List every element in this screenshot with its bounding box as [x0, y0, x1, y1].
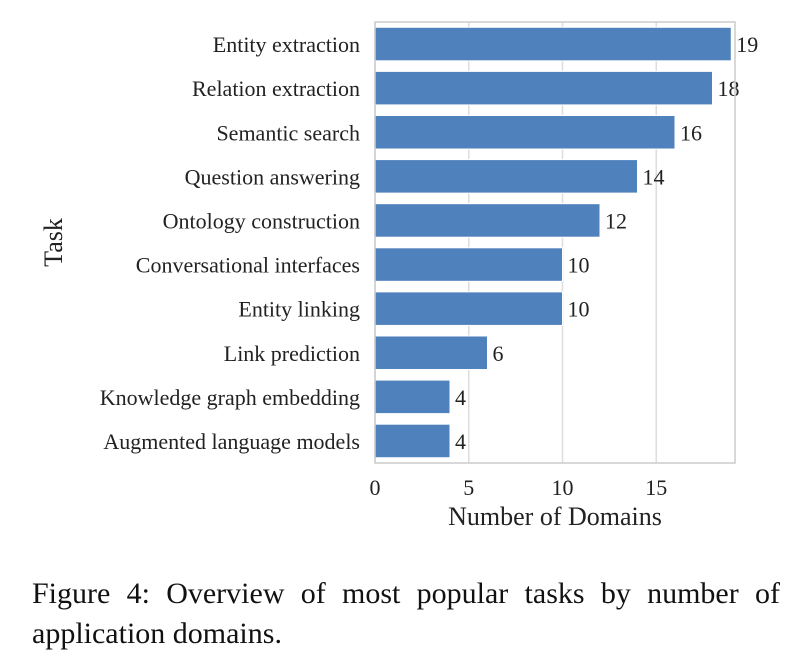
- value-labels: 19 18 16 14 12 10 10 6 4 4: [455, 32, 758, 454]
- figure-caption: Figure 4: Overview of most popular tasks…: [32, 577, 780, 650]
- bar-value-label: 4: [455, 385, 466, 410]
- y-axis-label: Task: [39, 218, 68, 267]
- x-tick-label: 15: [645, 475, 667, 500]
- category-label: Entity linking: [238, 297, 360, 322]
- x-tick-label: 5: [463, 475, 474, 500]
- bar-value-label: 12: [605, 208, 627, 233]
- category-label: Link prediction: [224, 341, 360, 366]
- bar-value-label: 10: [568, 253, 590, 278]
- bar: [374, 203, 601, 238]
- bar: [374, 379, 451, 415]
- category-label: Ontology construction: [163, 208, 360, 233]
- category-label: Augmented language models: [103, 429, 360, 454]
- bar: [374, 26, 732, 62]
- category-label: Entity extraction: [213, 32, 360, 57]
- plot-frame: [374, 21, 736, 464]
- bar-value-label: 6: [493, 341, 504, 366]
- bar: [374, 335, 488, 371]
- bar-value-label: 19: [736, 32, 758, 57]
- bar-value-label: 14: [643, 164, 665, 189]
- x-tick-labels: 0 5 10 15: [370, 475, 668, 500]
- category-labels: Entity extraction Relation extraction Sema…: [100, 32, 360, 454]
- bar: [374, 423, 451, 459]
- bar: [374, 291, 563, 326]
- category-label: Semantic search: [216, 120, 360, 145]
- category-label: Knowledge graph embedding: [100, 385, 360, 410]
- x-axis-label: Number of Domains: [448, 502, 662, 531]
- category-label: Conversational interfaces: [136, 253, 360, 278]
- bar-value-label: 18: [718, 76, 740, 101]
- bar: [374, 159, 638, 194]
- x-tick-label: 0: [370, 475, 381, 500]
- bar: [374, 247, 563, 282]
- x-tick-label: 10: [552, 475, 574, 500]
- category-label: Question answering: [185, 164, 360, 189]
- bar-chart: 19 18 16 14 12 10 10 6 4 4 Entity extraction Relat…: [39, 21, 758, 531]
- bar-value-label: 4: [455, 429, 466, 454]
- bar: [374, 114, 676, 150]
- bar-value-label: 10: [568, 297, 590, 322]
- bar-value-label: 16: [680, 120, 702, 145]
- bars: [374, 26, 732, 459]
- bar: [374, 70, 713, 106]
- category-label: Relation extraction: [192, 76, 360, 101]
